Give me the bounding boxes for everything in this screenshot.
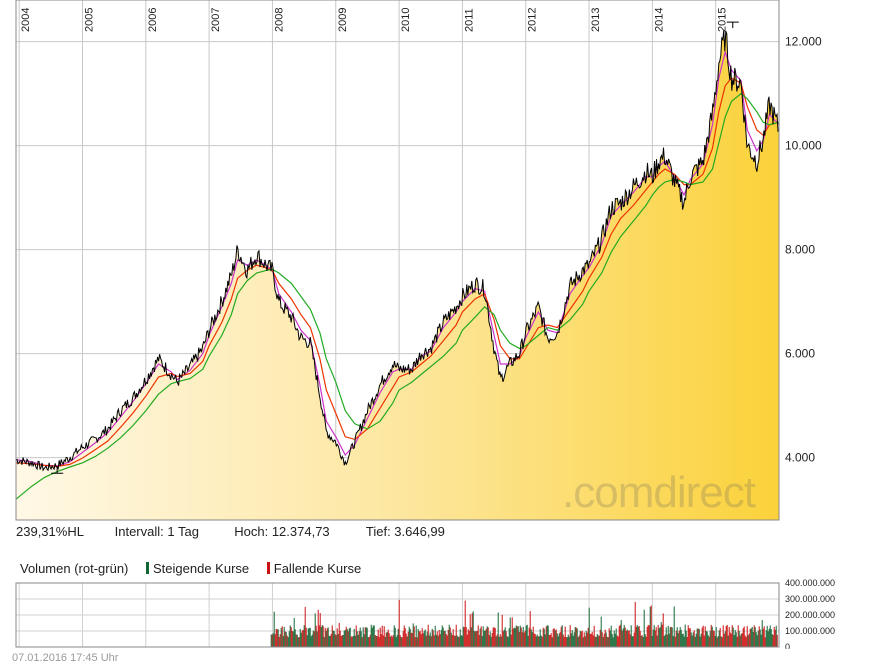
x-tick-label: 2004 bbox=[20, 8, 32, 32]
high-value: Hoch: 12.374,73 bbox=[234, 524, 330, 539]
y-tick-label: 4.000 bbox=[785, 451, 815, 465]
x-tick-label: 2014 bbox=[653, 8, 665, 32]
x-tick-label: 2011 bbox=[463, 8, 475, 32]
x-tick-label: 2013 bbox=[590, 8, 602, 32]
volume-chart: 400.000.000 300.000.000 200.000.000 100.000… bbox=[15, 578, 835, 649]
falling-label: Fallende Kurse bbox=[273, 561, 362, 576]
x-tick-label: 2005 bbox=[83, 8, 95, 32]
chart-stats: 239,31%HL Intervall: 1 Tag Hoch: 12.374,… bbox=[16, 524, 445, 539]
rising-label: Steigende Kurse bbox=[153, 561, 250, 576]
comdirect-watermark: .comdirect bbox=[562, 468, 756, 517]
price-area bbox=[16, 30, 779, 520]
x-tick-label: 2008 bbox=[273, 8, 285, 32]
volume-title: Volumen (rot-grün) bbox=[20, 561, 129, 576]
x-tick-label: 2009 bbox=[337, 8, 349, 32]
price-line bbox=[15, 29, 780, 472]
x-tick-label: 2006 bbox=[147, 8, 159, 32]
high-marker bbox=[726, 21, 739, 29]
x-tick-label: 2012 bbox=[527, 8, 539, 32]
timestamp: 07.01.2016 17:45 Uhr bbox=[12, 652, 119, 664]
performance-value: 239,31%HL bbox=[16, 524, 84, 539]
volume-tick-label: 100.000.000 bbox=[785, 626, 835, 636]
x-tick-label: 2015 bbox=[717, 8, 729, 32]
volume-tick-label: 0 bbox=[785, 642, 790, 649]
volume-legend: Volumen (rot-grün) Steigende Kurse Falle… bbox=[20, 561, 361, 576]
y-tick-label: 8.000 bbox=[785, 243, 815, 257]
falling-marker-icon bbox=[266, 562, 270, 574]
x-tick-label: 2010 bbox=[400, 8, 412, 32]
low-value: Tief: 3.646,99 bbox=[365, 524, 445, 539]
y-tick-label: 10.000 bbox=[785, 139, 822, 153]
volume-tick-label: 400.000.000 bbox=[785, 578, 835, 588]
volume-tick-label: 300.000.000 bbox=[785, 594, 835, 604]
y-tick-label: 6.000 bbox=[785, 347, 815, 361]
rising-marker-icon bbox=[146, 562, 150, 574]
interval-label: Intervall: 1 Tag bbox=[114, 524, 199, 539]
low-marker bbox=[51, 467, 64, 474]
price-chart: 2004 2005 2006 2007 2008 2009 2010 2011 2012 2013… bbox=[15, 0, 822, 521]
y-tick-label: 12.000 bbox=[785, 35, 822, 49]
volume-tick-label: 200.000.000 bbox=[785, 610, 835, 620]
x-tick-label: 2007 bbox=[210, 8, 222, 32]
